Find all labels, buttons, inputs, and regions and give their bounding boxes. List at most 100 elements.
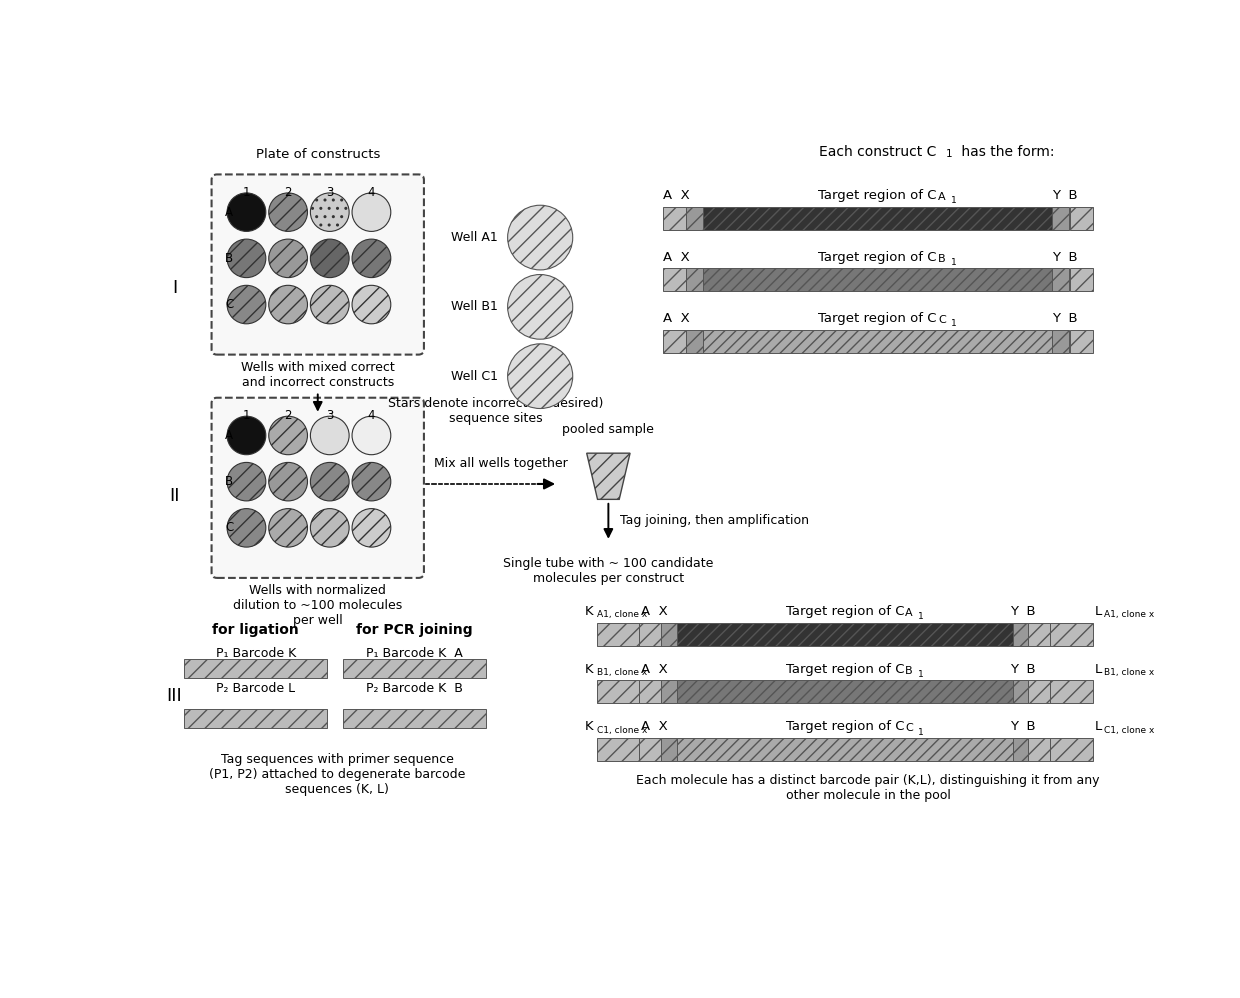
Circle shape: [310, 509, 350, 547]
Circle shape: [269, 462, 308, 501]
Text: L: L: [1095, 663, 1101, 676]
Text: 3: 3: [326, 186, 334, 199]
Bar: [1028, 681, 1050, 704]
Text: Tag sequences with primer sequence
(P1, P2) attached to degenerate barcode
seque: Tag sequences with primer sequence (P1, …: [208, 753, 465, 796]
Circle shape: [352, 416, 391, 455]
Text: 1: 1: [918, 612, 924, 621]
Text: Y  B: Y B: [1053, 250, 1078, 263]
Text: A1, clone x: A1, clone x: [596, 611, 647, 620]
Bar: [1050, 623, 1092, 646]
Bar: [596, 739, 640, 761]
Text: Y  B: Y B: [1009, 605, 1035, 618]
Text: Tag joining, then amplification: Tag joining, then amplification: [620, 514, 808, 527]
Bar: [661, 623, 677, 646]
Text: C: C: [226, 298, 233, 311]
Circle shape: [227, 285, 265, 323]
Text: P₂ Barcode L: P₂ Barcode L: [216, 682, 295, 695]
Text: C1, clone x: C1, clone x: [596, 726, 647, 735]
Text: Stars denote incorrect (undesired)
sequence sites: Stars denote incorrect (undesired) seque…: [388, 397, 604, 425]
Text: 1: 1: [918, 728, 924, 737]
Circle shape: [310, 462, 350, 501]
Text: B: B: [226, 251, 233, 264]
Bar: [596, 681, 640, 704]
Text: for ligation: for ligation: [212, 624, 299, 638]
Bar: [1050, 681, 1092, 704]
Text: A  X: A X: [641, 721, 667, 734]
Text: 4: 4: [368, 409, 376, 422]
Text: A1, clone x: A1, clone x: [1104, 611, 1154, 620]
Text: C: C: [226, 521, 233, 534]
Bar: [661, 681, 677, 704]
Text: P₁ Barcode K: P₁ Barcode K: [216, 647, 296, 660]
Bar: [1028, 739, 1050, 761]
Bar: [1053, 330, 1069, 353]
Circle shape: [507, 274, 573, 339]
Bar: [343, 710, 486, 729]
Text: Well C1: Well C1: [450, 369, 497, 382]
Text: Well A1: Well A1: [451, 232, 497, 245]
Text: 1: 1: [243, 186, 250, 199]
Text: B: B: [226, 475, 233, 488]
Text: P₂ Barcode K  B: P₂ Barcode K B: [366, 682, 463, 695]
Bar: [1050, 739, 1092, 761]
Bar: [703, 268, 1053, 291]
Text: Mix all wells together: Mix all wells together: [434, 457, 568, 470]
Bar: [662, 268, 686, 291]
Bar: [662, 330, 686, 353]
Text: K: K: [585, 605, 594, 618]
Bar: [686, 330, 703, 353]
Text: III: III: [166, 687, 182, 705]
Text: I: I: [172, 278, 177, 296]
Bar: [703, 330, 1053, 353]
FancyBboxPatch shape: [212, 175, 424, 354]
Text: pooled sample: pooled sample: [563, 423, 655, 436]
Bar: [677, 681, 1013, 704]
Text: Plate of constructs: Plate of constructs: [255, 148, 379, 161]
Bar: [686, 207, 703, 230]
Text: has the form:: has the form:: [957, 145, 1054, 159]
Text: Wells with normalized
dilution to ~100 molecules
per well: Wells with normalized dilution to ~100 m…: [233, 584, 402, 627]
Bar: [343, 659, 486, 679]
Text: P₁ Barcode K  A: P₁ Barcode K A: [366, 647, 463, 660]
Text: 1: 1: [918, 670, 924, 679]
Circle shape: [227, 193, 265, 232]
Text: A  X: A X: [662, 250, 689, 263]
Text: Each molecule has a distinct barcode pair (K,L), distinguishing it from any
othe: Each molecule has a distinct barcode pai…: [636, 774, 1100, 802]
Text: K: K: [585, 721, 594, 734]
Text: A  X: A X: [662, 190, 689, 203]
Bar: [596, 623, 640, 646]
Bar: [1069, 330, 1092, 353]
Text: B: B: [939, 253, 946, 263]
Text: L: L: [1095, 605, 1101, 618]
Bar: [686, 268, 703, 291]
Bar: [661, 739, 677, 761]
Circle shape: [310, 240, 350, 277]
Bar: [677, 739, 1013, 761]
Circle shape: [310, 285, 350, 323]
Text: 3: 3: [326, 409, 334, 422]
Text: 1: 1: [243, 409, 250, 422]
Circle shape: [227, 416, 265, 455]
Text: Target region of C: Target region of C: [785, 605, 904, 618]
Text: 2: 2: [284, 186, 291, 199]
Text: B: B: [905, 666, 913, 676]
Text: Well B1: Well B1: [450, 300, 497, 313]
Text: Target region of C: Target region of C: [818, 312, 937, 325]
Circle shape: [352, 509, 391, 547]
Text: Target region of C: Target region of C: [785, 663, 904, 676]
Bar: [1013, 739, 1028, 761]
Circle shape: [507, 206, 573, 269]
Circle shape: [269, 416, 308, 455]
Circle shape: [269, 285, 308, 323]
Bar: [1069, 268, 1092, 291]
Text: C: C: [939, 315, 946, 325]
Text: II: II: [169, 486, 180, 505]
Text: 4: 4: [368, 186, 376, 199]
Bar: [1053, 268, 1069, 291]
Bar: [677, 623, 1013, 646]
Bar: [184, 659, 327, 679]
Text: A  X: A X: [641, 663, 667, 676]
Circle shape: [269, 240, 308, 277]
Text: B1, clone x: B1, clone x: [596, 669, 647, 678]
Text: 1: 1: [946, 149, 952, 159]
